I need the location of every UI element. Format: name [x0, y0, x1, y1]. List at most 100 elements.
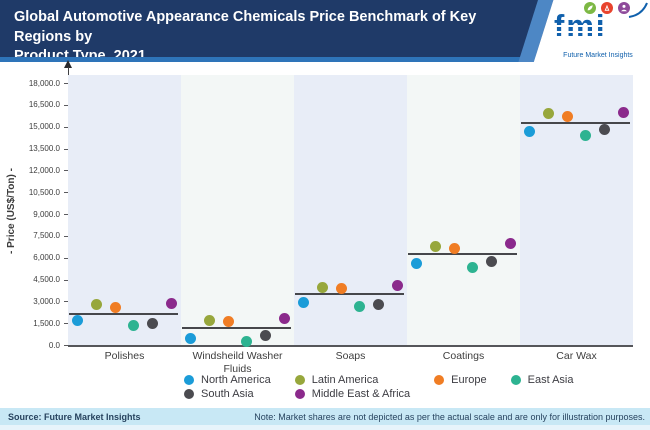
- data-point: [580, 129, 592, 141]
- logo-circles: [584, 2, 630, 14]
- person-icon: [618, 2, 630, 14]
- logo-swoosh: [628, 2, 648, 18]
- y-tick-label: 16,500.0: [28, 100, 60, 110]
- legend-swatch: [510, 375, 521, 385]
- legend-item: Latin America: [294, 374, 410, 386]
- data-point: [260, 330, 272, 342]
- bottom-strip: [0, 425, 650, 430]
- average-line: [521, 122, 630, 125]
- y-tick-mark: [64, 192, 68, 194]
- logo-text-stripe: [552, 31, 640, 33]
- price-benchmark-chart: - Price (US$/Ton) - North America Latin A…: [0, 60, 650, 408]
- legend-swatch: [294, 389, 305, 399]
- data-point: [128, 319, 140, 331]
- data-point: [448, 243, 460, 255]
- y-tick-mark: [64, 257, 68, 259]
- legend-label: North America: [201, 374, 271, 386]
- average-line: [69, 312, 178, 315]
- data-point: [90, 299, 102, 311]
- data-point: [71, 315, 83, 327]
- y-tick-label: 12,000.0: [28, 165, 60, 175]
- data-point: [203, 314, 215, 326]
- data-point: [542, 108, 554, 120]
- data-point: [241, 335, 253, 347]
- logo-text-stripe: [552, 25, 640, 27]
- y-tick-mark: [64, 323, 68, 325]
- y-axis-arrow: [64, 60, 72, 68]
- y-tick-label: 3,000.0: [33, 296, 60, 306]
- category-label: Car Wax: [556, 350, 597, 362]
- y-tick-label: 7,500.0: [33, 231, 60, 241]
- y-tick-label: 18,000.0: [28, 78, 60, 88]
- y-tick-label: 4,500.0: [33, 275, 60, 284]
- y-tick-label: 10,500.0: [28, 187, 60, 197]
- data-point: [486, 255, 498, 267]
- data-point: [373, 298, 385, 310]
- data-point: [392, 279, 404, 291]
- y-tick-mark: [64, 235, 68, 237]
- data-point: [166, 298, 178, 310]
- footer-bar: Source: Future Market Insights Note: Mar…: [0, 408, 650, 425]
- category-label: Windsheild Washer Fluids: [192, 350, 283, 375]
- data-point: [523, 125, 535, 137]
- y-tick-label: 9,000.0: [33, 209, 60, 219]
- category-band: [407, 75, 520, 345]
- legend-swatch: [434, 375, 445, 385]
- data-point: [429, 241, 441, 253]
- legend-label: Middle East & Africa: [311, 388, 411, 400]
- data-point: [618, 106, 630, 118]
- data-point: [599, 124, 611, 136]
- leaf-icon: [584, 2, 596, 14]
- note-text: Note: Market shares are not depicted as …: [254, 411, 645, 422]
- average-line: [182, 327, 291, 330]
- category-label: Polishes: [104, 350, 145, 362]
- data-point: [297, 296, 309, 308]
- header-accent-bar: [0, 57, 650, 62]
- data-point: [279, 312, 291, 324]
- data-point: [467, 261, 479, 273]
- data-point: [147, 317, 159, 329]
- category-band: [68, 75, 181, 345]
- y-tick-mark: [64, 126, 68, 128]
- y-tick-label: 6,000.0: [33, 253, 60, 263]
- chart-legend: North America Latin America Europe East Asi…: [184, 374, 573, 400]
- y-tick-label: 15,000.0: [28, 122, 60, 132]
- data-point: [222, 316, 234, 328]
- average-line: [408, 253, 517, 256]
- legend-label: South Asia: [201, 388, 254, 400]
- fmi-logo: fmi Future Market Insights: [510, 0, 650, 62]
- y-tick-label: 1,500.0: [33, 318, 60, 328]
- source-text: Source: Future Market Insights: [8, 411, 141, 422]
- y-tick-mark: [64, 214, 68, 215]
- legend-label: East Asia: [527, 374, 574, 386]
- flame-icon: [601, 2, 613, 14]
- y-tick-label: 0.0: [48, 340, 60, 350]
- y-tick-mark: [64, 301, 68, 303]
- data-point: [561, 110, 573, 122]
- average-line: [295, 293, 404, 296]
- y-tick-label: 13,500.0: [28, 144, 60, 153]
- y-tick-mark: [64, 104, 68, 106]
- legend-label: Europe: [451, 374, 487, 386]
- data-point: [410, 257, 422, 269]
- legend-item: North America: [184, 374, 271, 386]
- x-axis: [68, 345, 633, 347]
- logo-text-stripe: [552, 37, 640, 39]
- logo-subtext: Future Market Insights: [563, 52, 633, 59]
- legend-item: Europe: [434, 374, 487, 386]
- data-point: [505, 238, 517, 250]
- legend-label: Latin America: [311, 374, 379, 386]
- data-point: [316, 282, 328, 293]
- legend-item: Middle East & Africa: [294, 388, 411, 400]
- category-band: [520, 75, 633, 345]
- y-tick-mark: [64, 148, 68, 150]
- category-band: [181, 75, 294, 345]
- y-tick-mark: [64, 345, 68, 346]
- legend-swatch: [184, 389, 194, 399]
- legend-swatch: [184, 375, 194, 385]
- data-point: [109, 301, 121, 313]
- y-tick-mark: [64, 170, 68, 172]
- legend-item: East Asia: [510, 374, 574, 386]
- report-header: Global Automotive Appearance Chemicals P…: [0, 0, 650, 64]
- legend-swatch: [294, 375, 305, 385]
